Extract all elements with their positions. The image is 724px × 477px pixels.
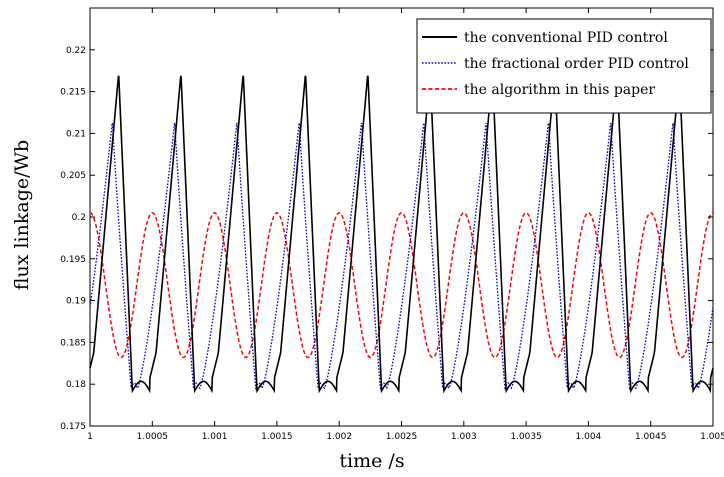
x-tick-label: 1.003 <box>451 432 477 442</box>
y-axis-label: flux linkage/Wb <box>11 140 33 290</box>
legend-box <box>416 18 712 114</box>
y-tick-label: 0.215 <box>60 88 86 98</box>
series-line-2 <box>89 122 714 391</box>
y-tick-label: 0.185 <box>60 338 86 348</box>
y-tick-label: 0.205 <box>60 171 86 181</box>
x-tick-label: 1.005 <box>700 432 724 442</box>
x-axis-label: time /s <box>339 450 404 472</box>
x-tick-label: 1.0025 <box>386 432 418 442</box>
x-tick-label: 1.0005 <box>137 432 169 442</box>
y-tick-label: 0.175 <box>60 422 86 432</box>
legend-entry: the fractional order PID control <box>464 56 689 72</box>
y-tick-label: 0.195 <box>60 255 86 265</box>
y-tick-label: 0.2 <box>72 213 86 223</box>
y-tick-label: 0.19 <box>66 297 86 307</box>
x-tick-label: 1.0035 <box>510 432 542 442</box>
x-tick-label: 1.004 <box>576 432 602 442</box>
x-tick-label: 1.0015 <box>261 432 293 442</box>
legend: the conventional PID control the fraction… <box>416 18 712 114</box>
y-tick-label: 0.21 <box>66 129 86 139</box>
legend-entry: the conventional PID control <box>464 30 668 46</box>
series-line-1 <box>89 75 714 394</box>
x-tick-label: 1.002 <box>326 432 352 442</box>
tick-labels: 1 1.0005 1.001 1.0015 1.002 1.0025 1.003 1.0035… <box>60 8 724 442</box>
x-tick-label: 1 <box>87 432 93 442</box>
series-line-3 <box>89 212 714 359</box>
y-tick-label: 0.22 <box>66 46 86 56</box>
legend-entry: the algorithm in this paper <box>464 82 655 98</box>
y-tick-label: 0.18 <box>66 380 86 390</box>
x-tick-label: 1.001 <box>202 432 228 442</box>
x-tick-label: 1.0045 <box>635 432 667 442</box>
series-layer <box>89 75 714 394</box>
